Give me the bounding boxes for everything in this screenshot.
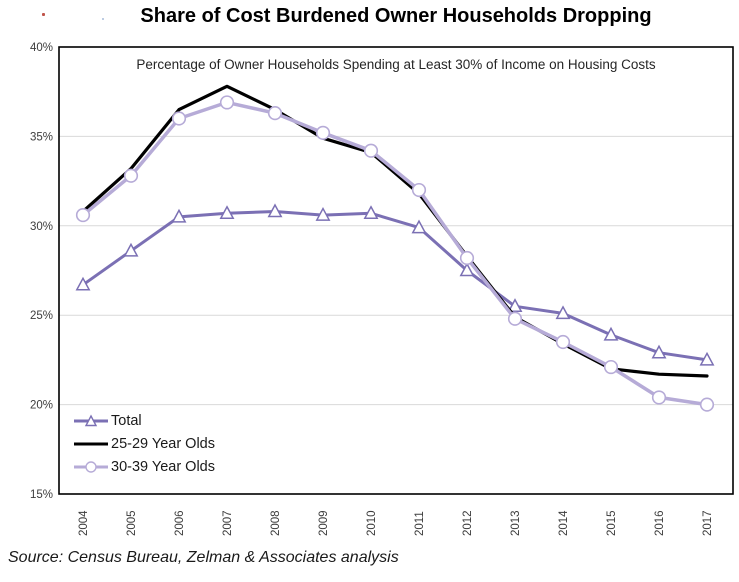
y-tick-label: 25% [30, 310, 53, 322]
marker-circle-30-39-year-olds [267, 106, 283, 121]
legend-label: Total [111, 412, 142, 429]
legend-item-30-39-year-olds: 30-39 Year Olds [73, 455, 215, 478]
legend-circle-marker [85, 460, 97, 473]
x-tick-label: 2016 [654, 510, 666, 536]
marker-triangle-total [267, 203, 283, 218]
legend-label: 30-39 Year Olds [111, 458, 215, 475]
x-tick-label: 2008 [270, 510, 282, 536]
marker-triangle-total [459, 262, 475, 277]
x-tick-label: 2007 [222, 510, 234, 536]
legend-swatch-total [74, 413, 108, 426]
series-line-total [81, 210, 709, 362]
marker-triangle-total [315, 206, 331, 221]
marker-triangle-total [699, 351, 715, 366]
x-tick-label: 2005 [126, 510, 138, 536]
x-tick-label: 2017 [702, 510, 714, 536]
marker-triangle-total [603, 326, 619, 341]
marker-triangle-total [363, 205, 379, 220]
marker-circle-30-39-year-olds [315, 125, 331, 140]
legend-item-total: Total [73, 409, 215, 432]
marker-circle-30-39-year-olds [459, 250, 475, 266]
y-tick-label: 20% [30, 400, 53, 412]
artifact-dot [42, 13, 45, 16]
marker-circle-30-39-year-olds [699, 397, 715, 412]
x-tick-label: 2006 [174, 510, 186, 536]
chart-title: Share of Cost Burdened Owner Households … [140, 5, 652, 27]
marker-circle-30-39-year-olds [75, 207, 91, 223]
marker-triangle-total [171, 208, 187, 223]
marker-circle-30-39-year-olds [363, 143, 379, 158]
marker-triangle-total [651, 344, 667, 359]
marker-triangle-total [411, 219, 427, 234]
legend-swatch-25-29-year-olds [74, 442, 108, 445]
legend-label: 25-29 Year Olds [111, 435, 215, 452]
x-tick-label: 2010 [366, 510, 378, 536]
y-tick-label: 15% [30, 489, 53, 501]
marker-circle-30-39-year-olds [123, 168, 139, 183]
artifact-dot [102, 18, 104, 20]
marker-circle-30-39-year-olds [411, 182, 427, 198]
marker-triangle-total [507, 298, 523, 313]
series-line-30-39-year-olds [81, 100, 709, 407]
legend-swatch-30-39-year-olds [74, 460, 108, 473]
marker-circle-30-39-year-olds [219, 95, 235, 110]
marker-triangle-total [123, 242, 139, 257]
marker-circle-30-39-year-olds [171, 111, 187, 126]
x-tick-label: 2011 [414, 511, 426, 536]
x-tick-label: 2009 [318, 510, 330, 536]
marker-circle-30-39-year-olds [555, 334, 571, 350]
plot-border [58, 46, 734, 495]
x-tick-label: 2015 [606, 510, 618, 536]
marker-circle-30-39-year-olds [651, 390, 667, 405]
x-tick-label: 2012 [462, 510, 474, 536]
marker-triangle-total [75, 276, 91, 291]
marker-triangle-total [219, 205, 235, 220]
y-tick-label: 30% [30, 221, 53, 233]
legend-triangle-marker [84, 413, 98, 426]
marker-triangle-total [555, 305, 571, 320]
x-tick-label: 2014 [558, 510, 570, 536]
marker-circle-30-39-year-olds [507, 311, 523, 326]
x-tick-label: 2004 [78, 510, 90, 536]
x-tick-label: 2013 [510, 510, 522, 536]
chart-subtitle: Percentage of Owner Households Spending … [136, 57, 656, 72]
chart-legend: Total 25-29 Year Olds 30-39 Year Olds [73, 409, 215, 478]
y-tick-label: 35% [30, 131, 53, 143]
source-note: Source: Census Bureau, Zelman & Associat… [8, 549, 399, 566]
y-tick-label: 40% [30, 42, 53, 54]
marker-circle-30-39-year-olds [603, 359, 619, 375]
legend-item-25-29-year-olds: 25-29 Year Olds [73, 432, 215, 455]
